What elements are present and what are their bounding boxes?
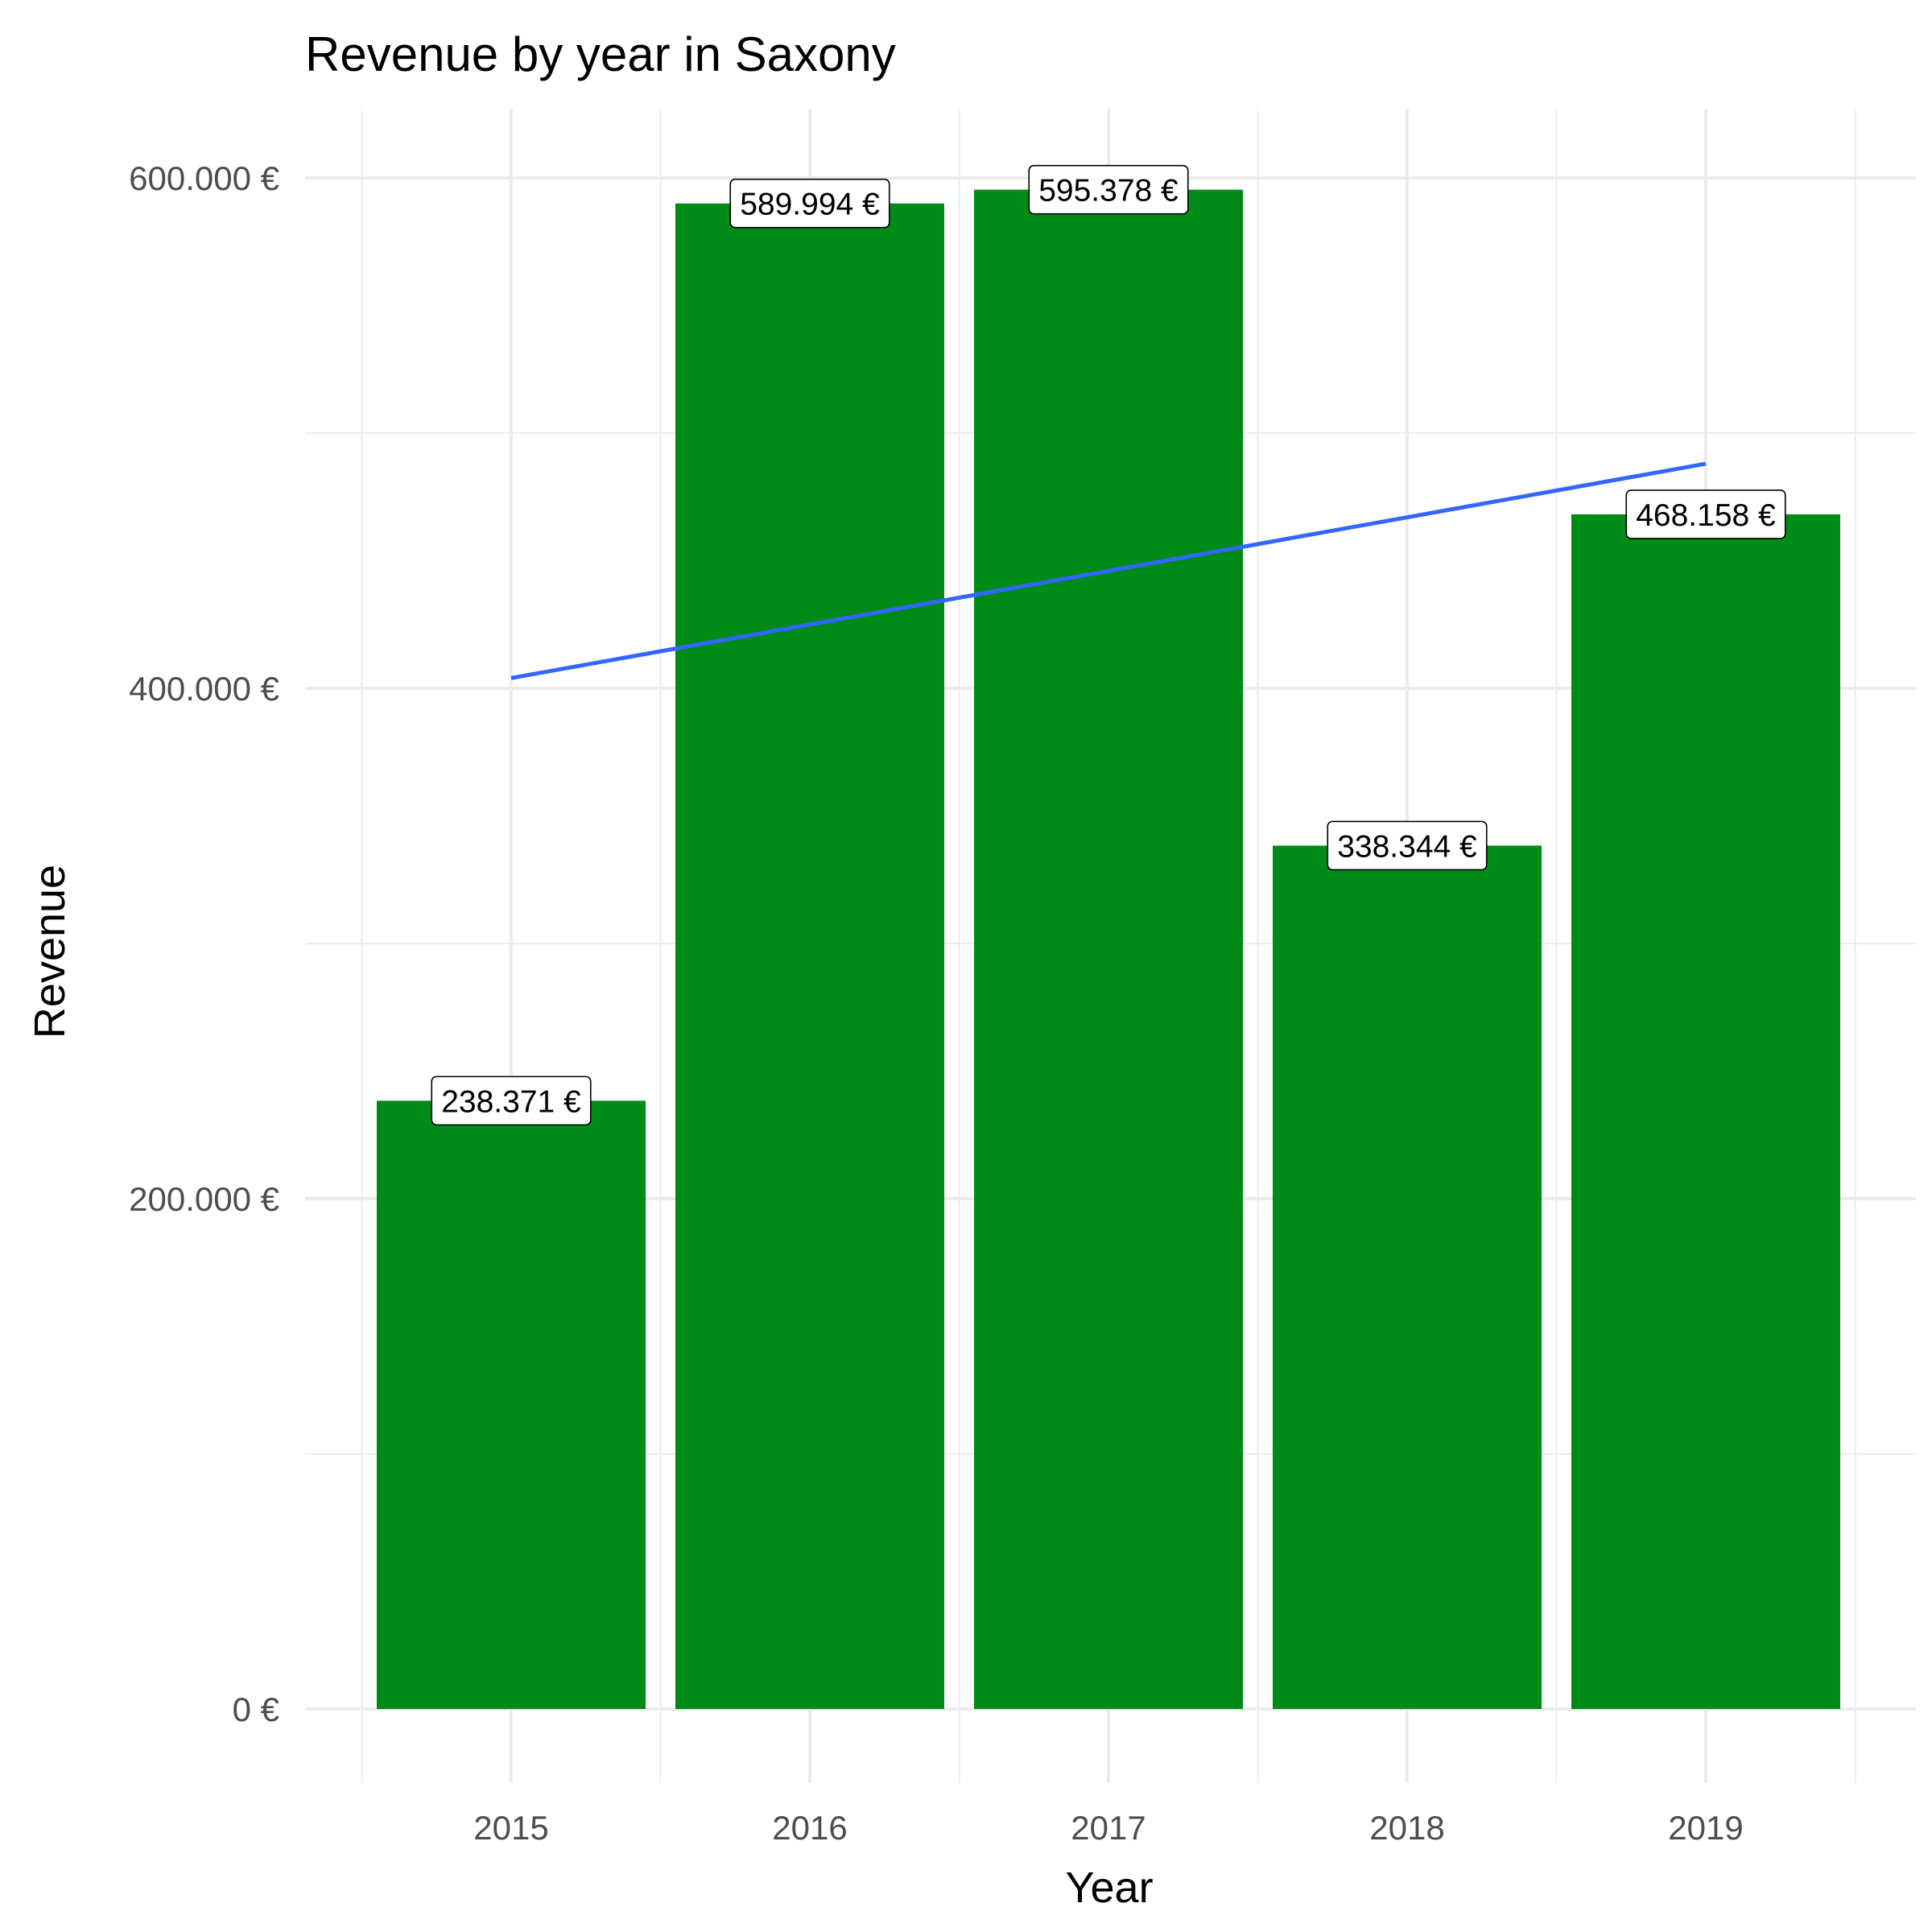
data-label-2015: 238.371 €: [431, 1075, 592, 1126]
x-tick-label: 2015: [473, 1809, 548, 1847]
bar-2017: [974, 189, 1243, 1709]
data-label-box: [1028, 164, 1189, 215]
y-axis-ticks: 0 € 200.000 € 400.000 € 600.000 €: [129, 159, 279, 1728]
data-label-2019: 468.158 €: [1625, 489, 1786, 539]
data-label-text: 338.344 €: [1337, 829, 1477, 864]
chart-title: Revenue by year in Saxony: [305, 27, 896, 81]
grid: [305, 109, 1916, 1783]
trend-line-path: [510, 461, 1707, 680]
data-label-box: [1625, 489, 1786, 539]
x-tick-label: 2019: [1668, 1809, 1743, 1847]
y-tick-label: 400.000 €: [129, 670, 279, 708]
data-label-text: 589.994 €: [740, 188, 880, 222]
y-tick-label: 200.000 €: [129, 1180, 279, 1218]
y-tick-label: 0 €: [233, 1690, 279, 1728]
data-label-box: [431, 1075, 592, 1126]
data-label-box: [1327, 820, 1488, 871]
data-label-2017: 595.378 €: [1028, 164, 1189, 215]
data-label-2018: 338.344 €: [1327, 820, 1488, 871]
bars: [377, 189, 1840, 1710]
data-label-box: [729, 178, 890, 229]
data-label-text: 595.378 €: [1038, 174, 1179, 208]
y-axis-title: Revenue: [26, 865, 74, 1038]
x-axis-ticks: 2015 2016 2017 2018 2019: [473, 1809, 1743, 1847]
y-tick-label: 600.000 €: [129, 159, 279, 197]
data-labels: 238.371 € 589.994 € 595.378 € 338.344 € 468.…: [431, 164, 1786, 1126]
data-label-2016: 589.994 €: [729, 178, 890, 229]
trend-line: [510, 461, 1707, 680]
x-tick-label: 2018: [1369, 1809, 1444, 1847]
bar-2018: [1273, 845, 1542, 1709]
data-label-text: 238.371 €: [441, 1084, 581, 1119]
x-axis-title: Year: [1065, 1864, 1153, 1912]
x-tick-label: 2016: [772, 1809, 847, 1847]
bar-2016: [675, 203, 944, 1710]
bar-2015: [377, 1100, 646, 1709]
x-tick-label: 2017: [1071, 1809, 1146, 1847]
bar-2019: [1571, 514, 1840, 1709]
data-label-text: 468.158 €: [1636, 498, 1776, 533]
